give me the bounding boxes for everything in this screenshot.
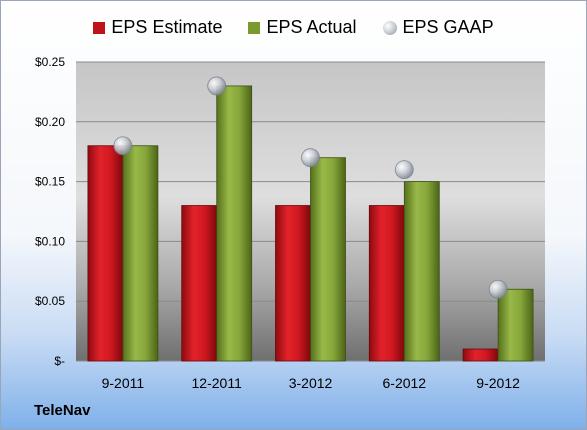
gaap-markers	[113, 76, 508, 299]
bar-eps-estimate	[87, 145, 124, 362]
marker-eps-gaap	[301, 148, 320, 168]
bar-eps-estimate	[275, 205, 311, 362]
marker-eps-gaap	[207, 76, 227, 96]
bar-eps-actual	[497, 288, 534, 362]
bar-eps-estimate	[462, 348, 499, 362]
bar-eps-actual	[216, 85, 253, 362]
legend: EPS Estimate EPS Actual EPS GAAP	[1, 17, 586, 38]
bar-eps-actual	[310, 157, 346, 362]
marker-eps-gaap	[488, 279, 508, 299]
y-tick-label: $0.15	[35, 175, 65, 189]
y-tick-label: $0.05	[35, 294, 65, 308]
bar-eps-estimate	[368, 205, 405, 362]
x-tick-label: 9-2012	[476, 375, 520, 391]
bar-eps-estimate	[181, 205, 218, 362]
marker-eps-gaap	[394, 160, 414, 180]
x-tick-label: 12-2011	[192, 375, 243, 391]
legend-item-eps-gaap: EPS GAAP	[382, 17, 494, 38]
x-tick-label: 6-2012	[383, 375, 427, 391]
x-tick-label: 9-2011	[102, 375, 145, 391]
x-tick-label: 3-2012	[289, 375, 333, 391]
x-axis-ticks: 9-2011 12-2011 3-2012 6-2012 9-2012	[102, 375, 520, 391]
bars	[87, 85, 534, 362]
legend-label-eps-actual: EPS Actual	[266, 17, 357, 37]
legend-swatch-eps-gaap	[382, 20, 397, 35]
legend-label-eps-estimate: EPS Estimate	[111, 17, 223, 37]
legend-label-eps-gaap: EPS GAAP	[402, 17, 494, 37]
legend-item-eps-actual: EPS Actual	[248, 17, 357, 38]
y-tick-label: $-	[54, 354, 65, 368]
marker-eps-gaap	[113, 136, 133, 156]
y-tick-label: $0.10	[35, 234, 65, 248]
y-tick-label: $0.20	[35, 115, 65, 129]
bar-eps-actual	[403, 181, 440, 362]
legend-item-eps-estimate: EPS Estimate	[93, 17, 222, 38]
y-tick-label: $0.25	[35, 55, 65, 69]
company-label: TeleNav	[34, 402, 91, 419]
bar-eps-actual	[122, 145, 159, 362]
legend-swatch-eps-actual	[248, 21, 261, 34]
y-axis-ticks: $0.25 $0.20 $0.15 $0.10 $0.05 $-	[35, 55, 65, 368]
legend-swatch-eps-estimate	[93, 21, 106, 34]
